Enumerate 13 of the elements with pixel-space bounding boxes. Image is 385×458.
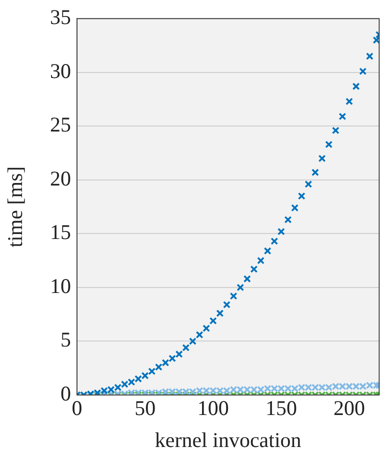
y-tick-label: 30 — [50, 58, 71, 83]
y-tick-label: 35 — [50, 5, 71, 30]
y-tick-label: 5 — [60, 328, 71, 352]
x-tick-label: 50 — [134, 396, 156, 420]
x-axis-title: kernel invocation — [154, 428, 302, 452]
y-axis-title: time [ms] — [3, 166, 28, 248]
x-tick-label: 200 — [334, 396, 365, 420]
y-tick-label: 20 — [50, 166, 71, 190]
y-tick-label: 25 — [50, 112, 71, 137]
x-tick-label: 150 — [265, 396, 297, 420]
y-tick-label: 15 — [50, 220, 71, 244]
y-tick-label: 10 — [50, 274, 71, 298]
x-tick-label: 100 — [197, 396, 229, 420]
